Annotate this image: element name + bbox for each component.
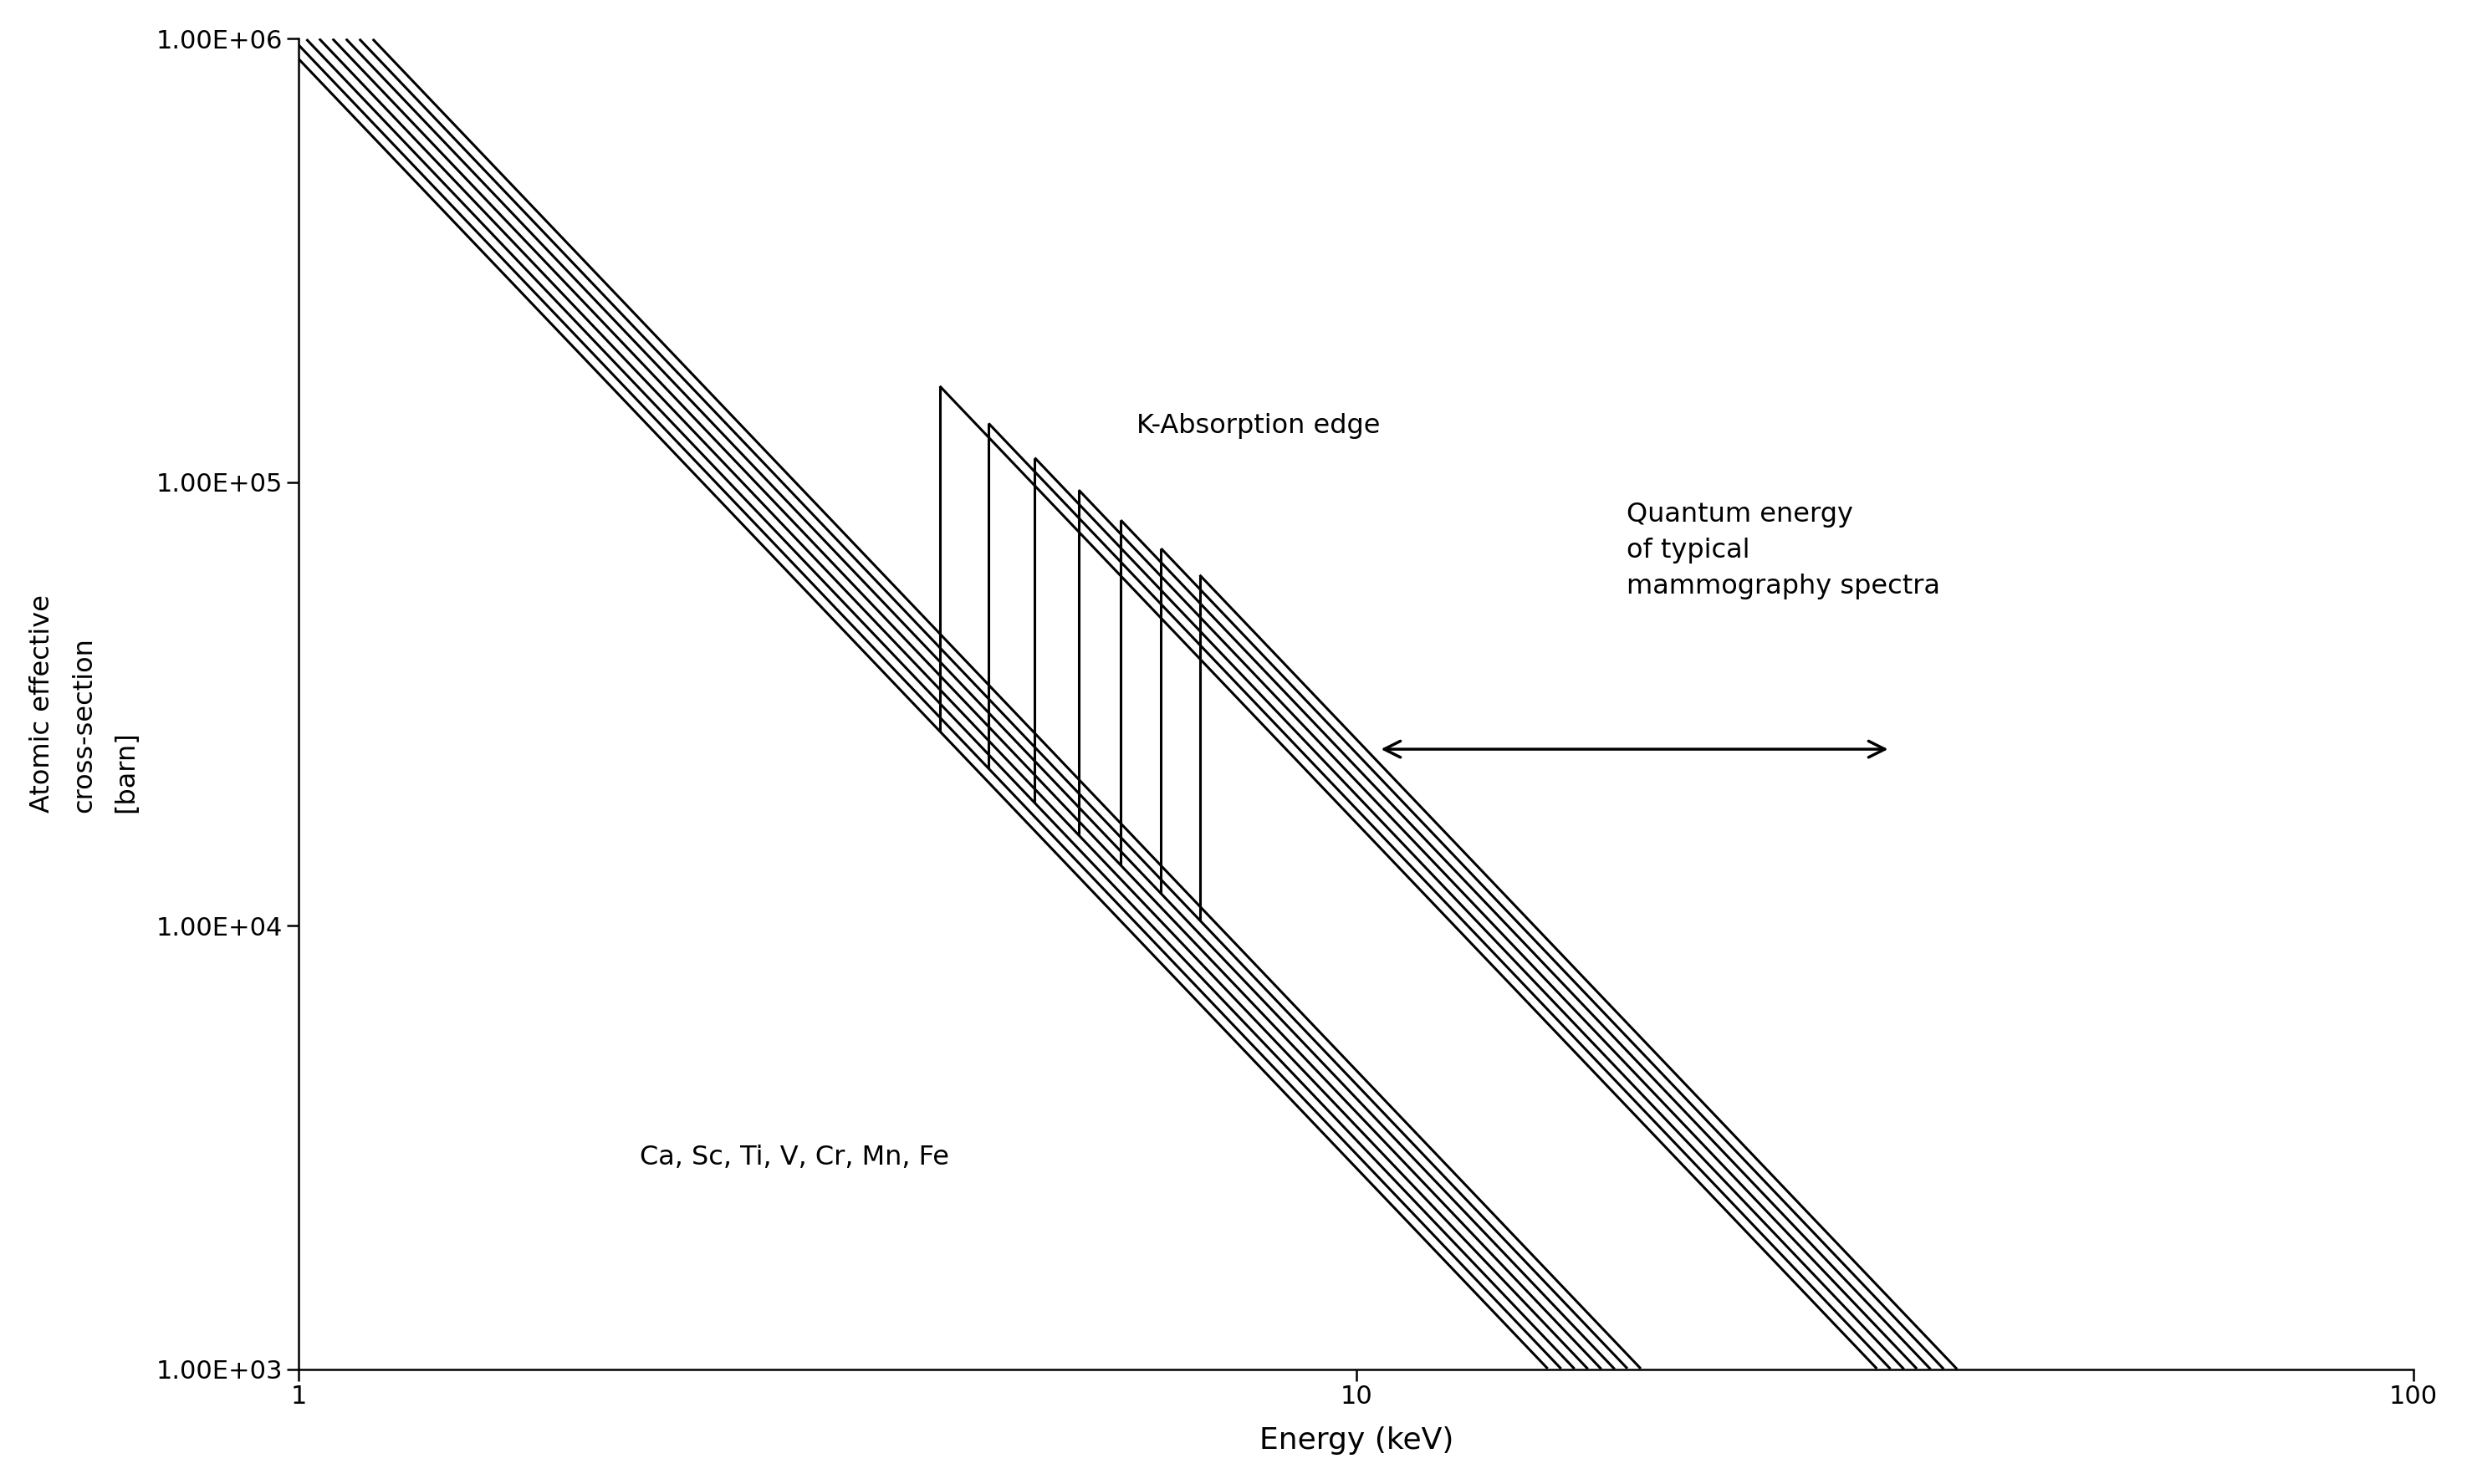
Text: Quantum energy
of typical
mammography spectra: Quantum energy of typical mammography sp… — [1626, 502, 1939, 600]
Text: K-Absorption edge: K-Absorption edge — [1137, 413, 1382, 439]
Y-axis label: Atomic effective
cross-section
[barn]: Atomic effective cross-section [barn] — [30, 595, 138, 813]
Text: Ca, Sc, Ti, V, Cr, Mn, Fe: Ca, Sc, Ti, V, Cr, Mn, Fe — [639, 1144, 950, 1171]
X-axis label: Energy (keV): Energy (keV) — [1258, 1426, 1453, 1454]
